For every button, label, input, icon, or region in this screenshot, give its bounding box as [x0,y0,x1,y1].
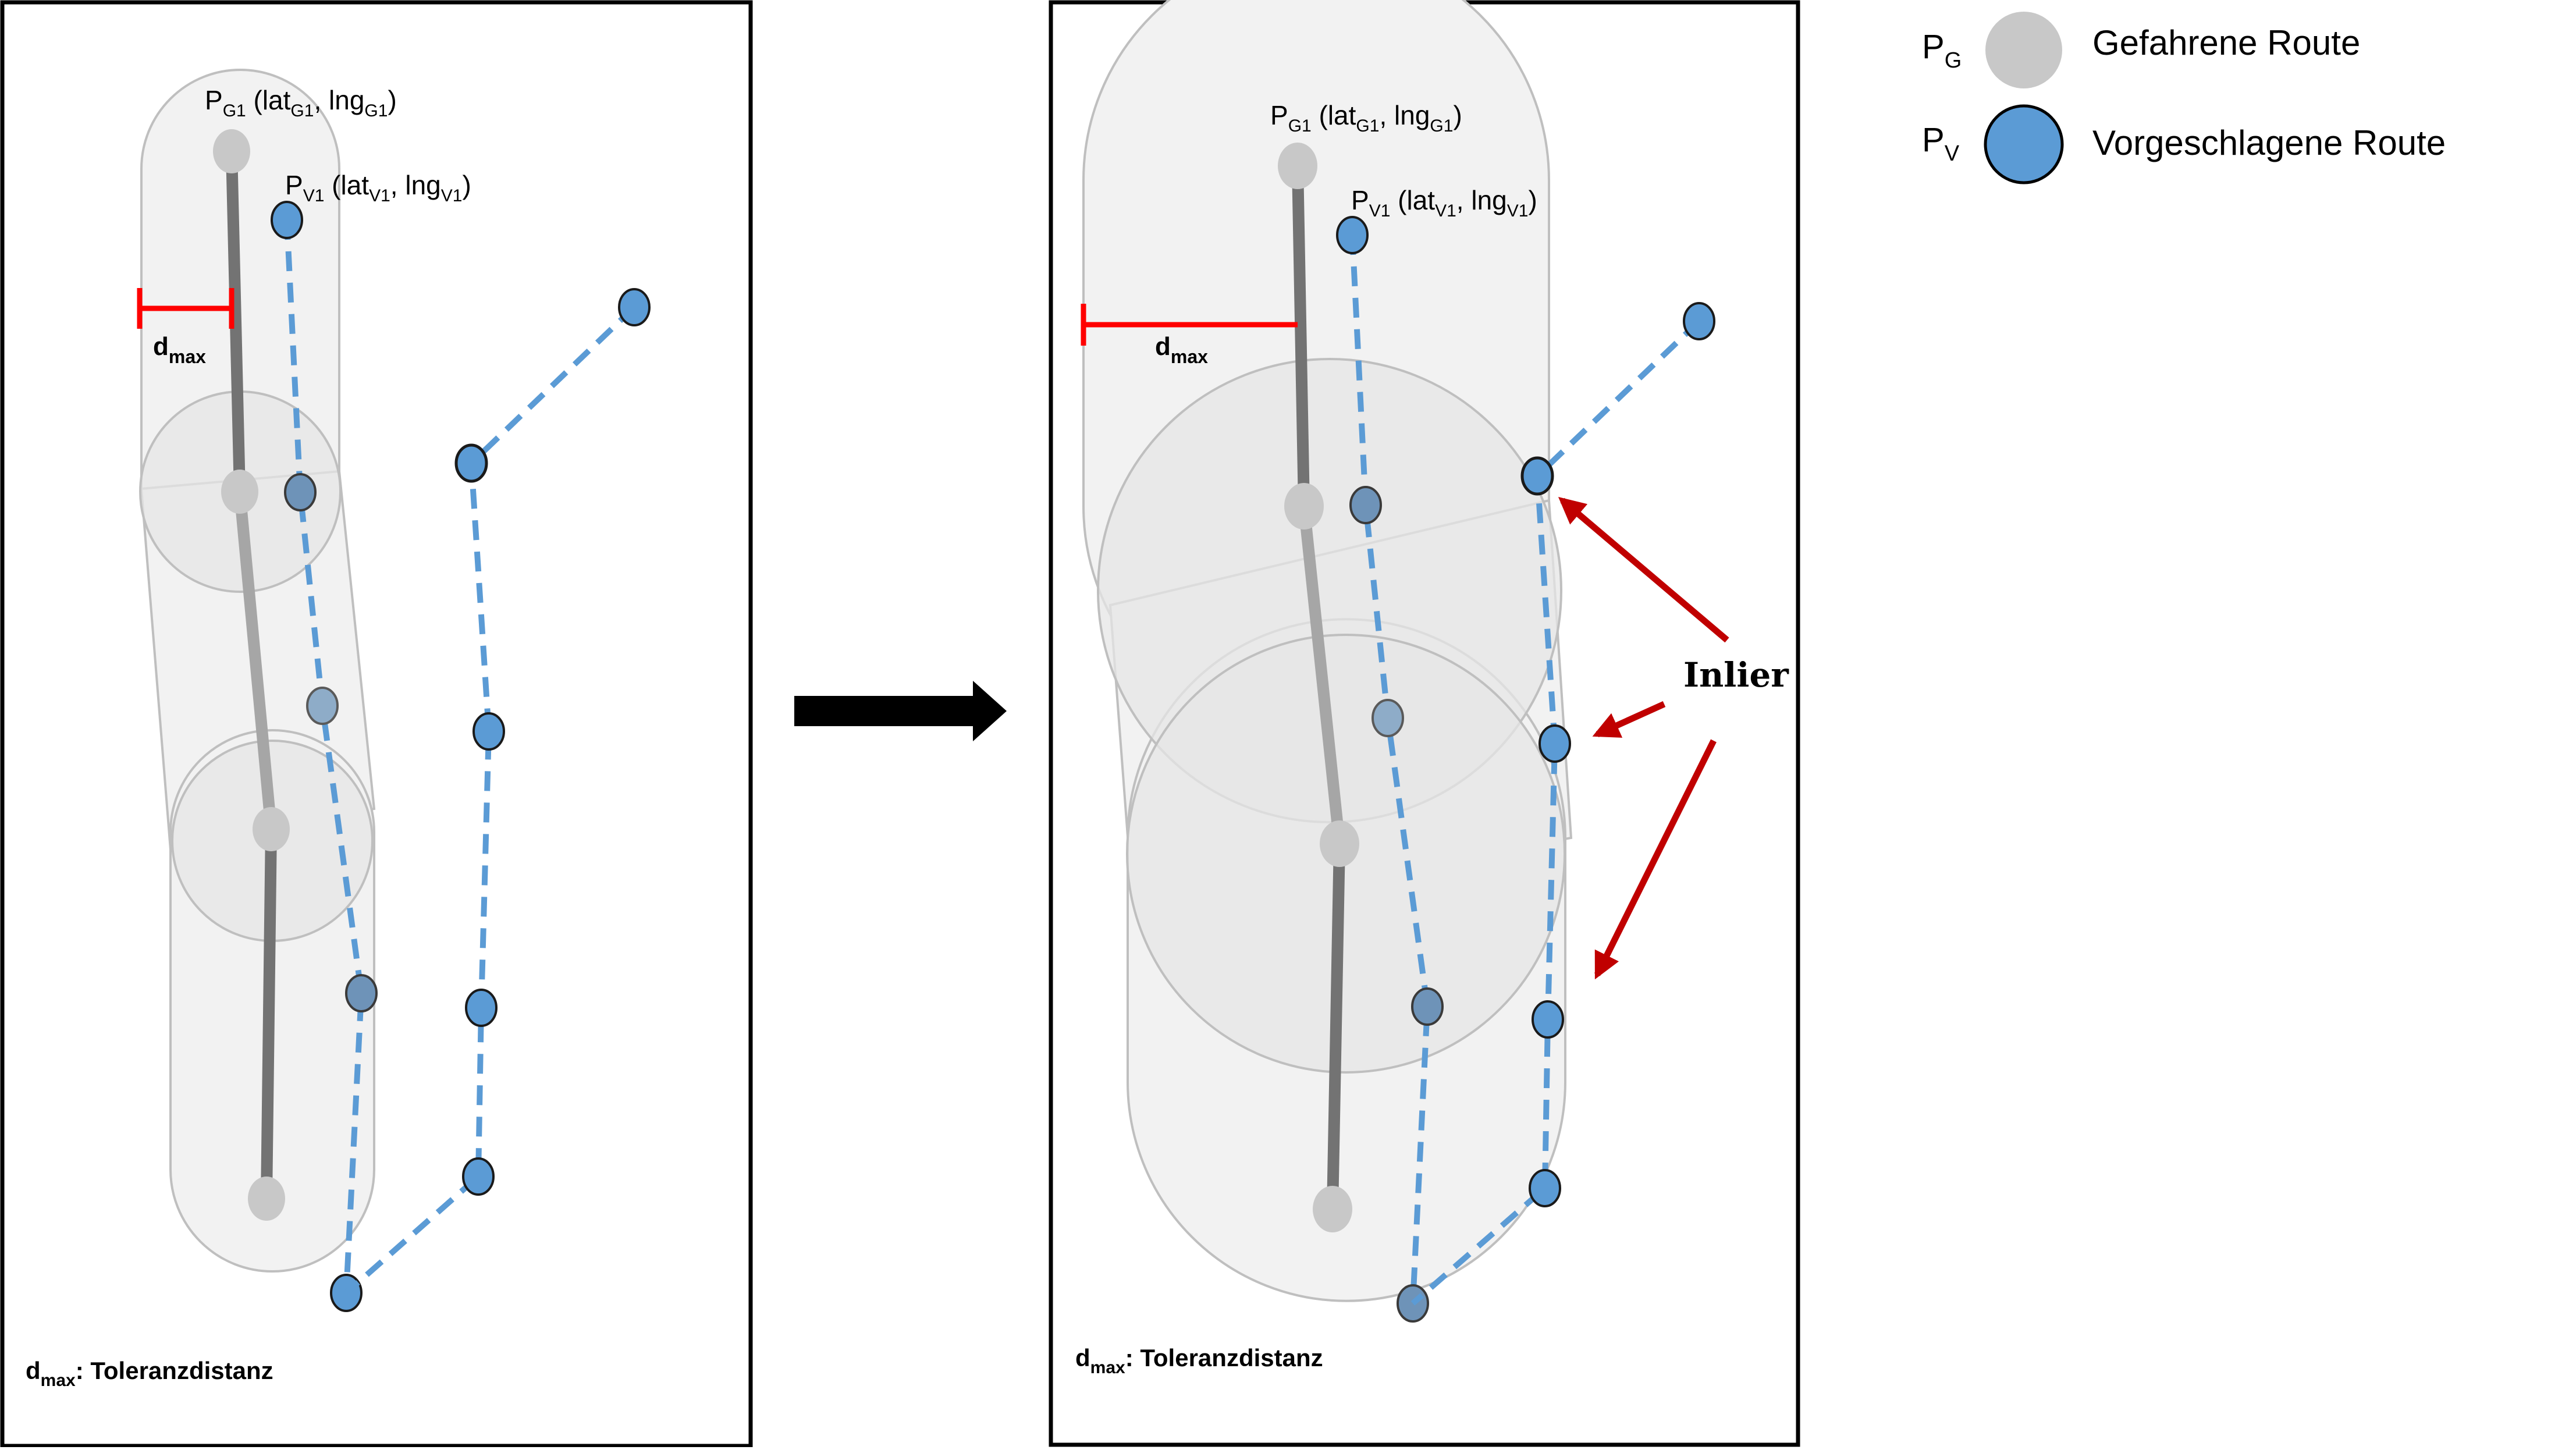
right-driven-route [1278,143,1359,1232]
suggested-point [462,1157,495,1196]
left-label-pg1: PG1 (latG1, lngG1) [205,85,397,120]
driven-segment [1298,505,1345,845]
driven-point-g1 [213,129,250,173]
inlier-arrow-1 [1558,497,1729,643]
suggested-point [454,443,488,483]
right-label-pg1: PG1 (latG1, lngG1) [1270,100,1462,136]
left-footnote-dmax: dmax: Toleranzdistanz [26,1357,273,1390]
inlier-label: Inlier [1683,655,1789,695]
inlier-arrow-3 [1594,739,1717,980]
driven-point [253,807,290,851]
legend-suggested-swatch [1984,104,2064,184]
legend-driven-symbol: PG [1922,28,1962,73]
left-dmax-marker: dmax [137,288,234,367]
suggested-point [306,687,339,725]
suggested-point [1372,699,1404,737]
driven-segment [261,829,277,1199]
right-suggested-route-far [1410,302,1715,1306]
driven-segment [1327,843,1345,1210]
driven-point [1284,483,1324,529]
suggested-point [345,974,378,1012]
right-tolerance-zones [1082,0,1573,1302]
left-dmax-label: dmax [153,332,206,367]
left-suggested-route-near [271,201,378,1312]
suggested-point [284,473,317,511]
inlier-annotation: Inlier [1558,497,1789,980]
legend-suggested-label: Vorgeschlagene Route [2092,123,2446,162]
legend-driven-label: Gefahrene Route [2092,23,2360,62]
right-footnote-dmax: dmax: Toleranzdistanz [1075,1344,1323,1377]
suggested-point [1529,1169,1561,1207]
left-suggested-route-far [344,288,651,1295]
suggested-point [465,989,498,1027]
suggested-point-inlier [1520,456,1554,496]
suggested-point-inlier [1532,1000,1564,1039]
left-label-pv1: PV1 (latV1, lngV1) [285,170,471,205]
driven-segment [234,491,277,830]
suggested-point [1349,486,1382,524]
right-dmax-label: dmax [1155,332,1208,367]
suggested-point [618,288,651,326]
legend-driven-swatch [1985,12,2062,88]
transition-arrow [794,681,1007,741]
suggested-point [472,712,505,751]
legend: PG Gefahrene Route PV Vorgeschlagene Rou… [1922,12,2446,184]
suggested-point [1683,302,1715,340]
driven-point-g1 [1278,143,1317,189]
suggested-point-v1 [1336,216,1369,254]
driven-point [248,1177,285,1221]
suggested-point [1411,987,1444,1026]
suggested-point-inlier [1539,724,1571,763]
suggested-point-v1 [271,201,303,239]
driven-point [221,470,258,514]
right-dmax-marker: dmax [1081,304,1298,367]
driven-segment [1292,165,1310,507]
left-panel-frame [0,0,753,1448]
driven-segment [226,151,246,492]
right-label-pv1: PV1 (latV1, lngV1) [1351,185,1537,221]
suggested-route-line [1410,319,1701,1306]
inlier-arrow-2 [1592,701,1666,738]
driven-point [1313,1186,1352,1232]
legend-suggested-symbol: PV [1922,121,1960,166]
left-driven-route [213,129,290,1221]
driven-point [1320,820,1359,867]
suggested-route-line [344,305,637,1295]
